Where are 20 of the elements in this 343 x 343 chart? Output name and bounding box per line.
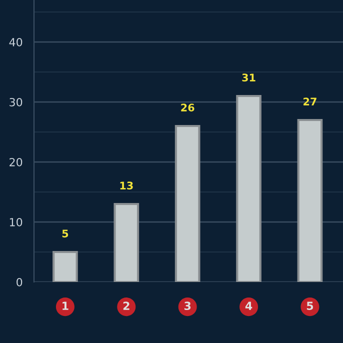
x-tick-label: 5 [306,302,314,310]
x-tick-label: 1 [62,302,68,310]
bar [114,202,140,282]
y-tick-label: 30 [10,98,22,106]
y-tick-label: 20 [10,158,22,166]
x-tick-label: 3 [184,302,191,310]
data-label: 31 [242,74,256,82]
bar [236,94,262,282]
x-tick-label: 4 [245,302,252,310]
data-label: 27 [304,98,316,106]
bar [297,118,323,282]
y-tick-label: 10 [10,218,22,226]
y-tick-label: 0 [16,278,22,286]
data-label: 26 [181,104,194,112]
y-tick-label: 40 [9,38,22,46]
x-tick-label: 2 [123,302,130,310]
data-label: 13 [120,182,133,190]
data-label: 5 [62,230,68,238]
bar [174,124,200,282]
bar [52,250,78,282]
